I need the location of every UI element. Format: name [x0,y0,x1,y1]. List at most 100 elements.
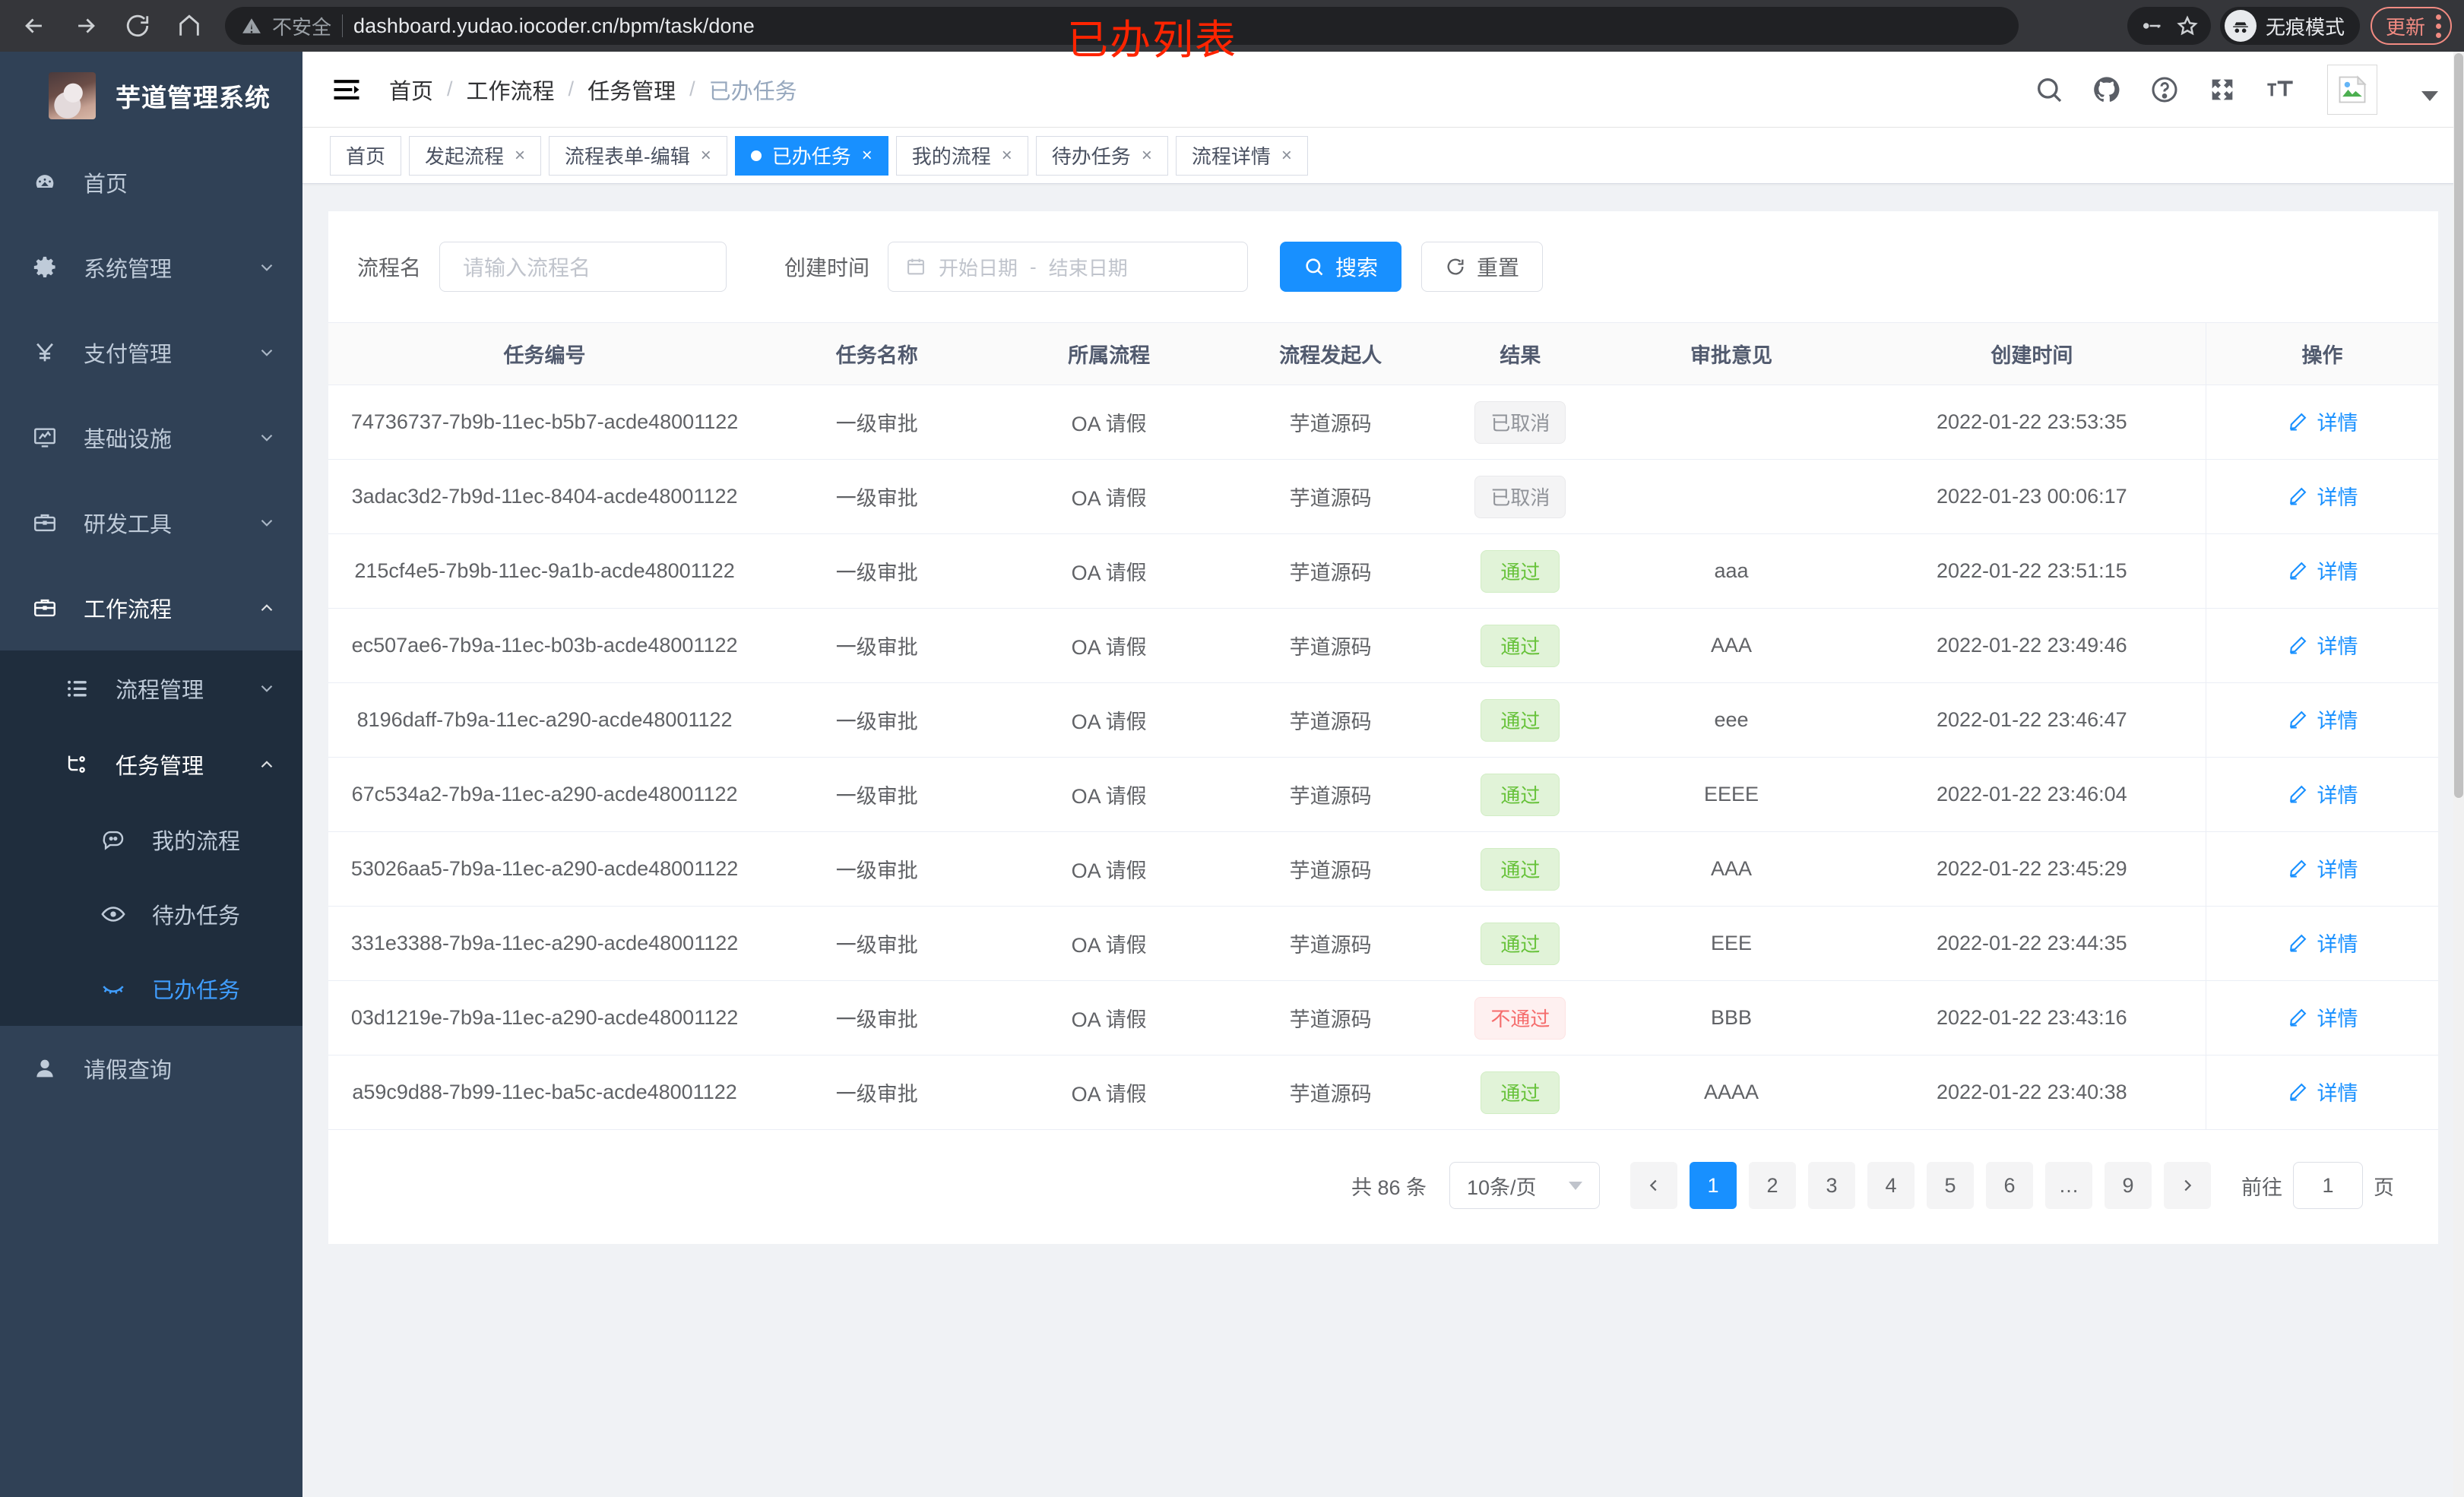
top-navbar: 首页 / 工作流程 / 任务管理 / 已办任务 [302,52,2464,128]
page-button-1[interactable]: 1 [1690,1162,1737,1209]
tab-close-icon[interactable]: × [700,144,711,166]
search-button[interactable]: 搜索 [1280,242,1402,292]
tab-process-detail[interactable]: 流程详情 × [1175,135,1308,176]
detail-button[interactable]: 详情 [2287,481,2358,511]
reset-button[interactable]: 重置 [1421,242,1544,292]
tab-close-icon[interactable]: × [1281,144,1292,166]
search-icon[interactable] [2034,74,2064,105]
page-button-3[interactable]: 3 [1808,1162,1855,1209]
forward-button[interactable] [62,2,109,49]
detail-button[interactable]: 详情 [2287,1002,2358,1032]
sidebar-item-label: 任务管理 [116,755,204,779]
key-icon[interactable] [2139,14,2162,37]
content-area: 流程名 请输入流程名 创建时间 开始日期 - 结束日期 搜索 [302,184,2464,1244]
scrollbar-thumb[interactable] [2454,53,2463,798]
cell-task-id: ec507ae6-7b9a-11ec-b03b-acde48001122 [328,608,762,683]
sidebar-item-payment[interactable]: 支付管理 [0,310,302,395]
tab-done-task[interactable]: 已办任务 × [734,135,888,176]
sidebar-item-workflow[interactable]: 工作流程 [0,565,302,650]
tab-close-icon[interactable]: × [515,144,526,166]
sidebar-item-leave-query[interactable]: 请假查询 [0,1026,302,1111]
eye-icon [100,901,135,927]
breadcrumb-separator: / [689,78,695,100]
incognito-indicator[interactable]: 无痕模式 [2219,7,2360,45]
process-name-input[interactable]: 请输入流程名 [439,242,727,292]
cell-starter: 芋道源码 [1224,459,1436,534]
cell-task-name: 一级审批 [761,682,993,758]
detail-button[interactable]: 详情 [2287,704,2358,734]
prev-page-button[interactable] [1630,1162,1677,1209]
page-button-9[interactable]: 9 [2105,1162,2152,1209]
breadcrumb-separator: / [568,78,575,100]
tab-label: 流程表单-编辑 [565,145,690,168]
tab-start-process[interactable]: 发起流程 × [409,135,542,176]
next-page-button[interactable] [2164,1162,2211,1209]
github-icon[interactable] [2092,74,2122,105]
back-button[interactable] [11,2,58,49]
detail-label: 详情 [2317,933,2358,957]
font-size-icon[interactable] [2265,74,2295,105]
detail-button[interactable]: 详情 [2287,779,2358,809]
status-badge: 通过 [1481,549,1560,593]
sidebar-item-devtools[interactable]: 研发工具 [0,480,302,565]
tab-close-icon[interactable]: × [1001,144,1012,166]
detail-button[interactable]: 详情 [2287,928,2358,957]
sidebar-logo[interactable]: 芋道管理系统 [0,52,302,140]
detail-button[interactable]: 详情 [2287,1077,2358,1106]
sidebar-item-my-process[interactable]: 我的流程 [0,802,302,877]
cell-task-id: 53026aa5-7b9a-11ec-a290-acde48001122 [328,831,762,907]
sidebar-item-home[interactable]: 首页 [0,140,302,225]
sidebar-item-infrastructure[interactable]: 基础设施 [0,395,302,480]
cell-starter: 芋道源码 [1224,831,1436,907]
help-icon[interactable] [2149,74,2180,105]
reload-button[interactable] [114,2,161,49]
chrome-menu-icon[interactable] [2436,14,2441,38]
page-ellipsis[interactable]: … [2045,1162,2092,1209]
cell-created: 2022-01-22 23:46:47 [1858,682,2206,758]
sidebar-item-done-task[interactable]: 已办任务 [0,951,302,1026]
breadcrumb-item-home[interactable]: 首页 [389,79,434,104]
address-bar[interactable]: 不安全 dashboard.yudao.iocoder.cn/bpm/task/… [225,7,2019,45]
status-badge: 通过 [1481,1071,1560,1114]
detail-button[interactable]: 详情 [2287,630,2358,660]
page-size-select[interactable]: 10条/页 [1449,1162,1600,1209]
sidebar-item-task-management[interactable]: 任务管理 [0,726,302,802]
page-scrollbar[interactable] [2453,52,2464,1497]
detail-button[interactable]: 详情 [2287,555,2358,585]
col-process: 所属流程 [993,322,1225,385]
sidebar-item-todo-task[interactable]: 待办任务 [0,877,302,951]
page-button-4[interactable]: 4 [1867,1162,1915,1209]
hamburger-icon[interactable] [330,73,363,106]
tab-todo-task[interactable]: 待办任务 × [1035,135,1168,176]
breadcrumb-item-workflow[interactable]: 工作流程 [466,79,555,104]
tab-close-icon[interactable]: × [1141,144,1152,166]
chevron-up-icon [261,604,273,612]
page-button-5[interactable]: 5 [1927,1162,1974,1209]
tab-home[interactable]: 首页 [330,135,402,176]
page-button-6[interactable]: 6 [1986,1162,2033,1209]
update-button[interactable]: 更新 [2370,7,2452,45]
chevron-down-icon[interactable] [2421,91,2438,101]
chrome-right-actions: 无痕模式 更新 [2127,7,2464,45]
fullscreen-icon[interactable] [2207,74,2238,105]
sidebar-item-system[interactable]: 系统管理 [0,225,302,310]
status-badge: 通过 [1481,922,1560,965]
detail-button[interactable]: 详情 [2287,407,2358,436]
tabs-bar: 首页 发起流程 × 流程表单-编辑 × 已办任务 × 我的流程 × 待办任务 × [302,128,2464,184]
cell-result: 已取消 [1436,459,1605,534]
status-badge: 不通过 [1474,996,1566,1040]
home-button[interactable] [166,2,213,49]
page-button-2[interactable]: 2 [1749,1162,1796,1209]
detail-button[interactable]: 详情 [2287,853,2358,883]
tab-my-process[interactable]: 我的流程 × [895,135,1028,176]
breadcrumb-item-task-management[interactable]: 任务管理 [587,79,676,104]
tab-process-form-edit[interactable]: 流程表单-编辑 × [549,135,727,176]
sidebar: 芋道管理系统 首页 系统管理 支付管理 基础设施 研发工具 [0,52,302,1497]
detail-label: 详情 [2317,486,2358,510]
jump-input[interactable]: 1 [2293,1162,2363,1209]
avatar[interactable] [2327,64,2377,115]
tab-close-icon[interactable]: × [861,144,873,166]
star-icon[interactable] [2176,14,2199,37]
sidebar-item-process-management[interactable]: 流程管理 [0,650,302,726]
create-time-daterange[interactable]: 开始日期 - 结束日期 [888,242,1249,292]
